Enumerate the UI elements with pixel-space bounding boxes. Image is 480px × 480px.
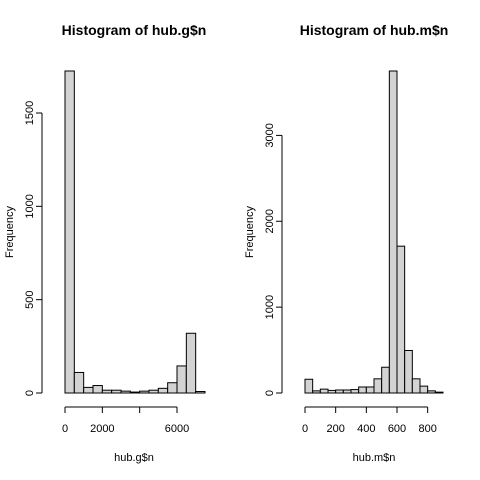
x-tick-label: 400 <box>357 423 375 435</box>
histogram-bar <box>419 385 429 394</box>
histogram-bar <box>120 390 131 394</box>
histogram-bars <box>64 70 206 394</box>
x-tick-label: 0 <box>62 423 68 435</box>
x-axis: 0 200 400 600 800 <box>302 406 437 435</box>
y-tick-label: 500 <box>24 290 36 308</box>
x-tick-label: 600 <box>388 423 406 435</box>
y-axis-label: Frequency <box>4 206 16 258</box>
x-axis: 0 2000 6000 <box>62 406 189 435</box>
histogram-bar <box>404 349 413 394</box>
histogram-bar <box>92 385 103 394</box>
histogram-bar <box>350 389 360 394</box>
x-tick-label: 800 <box>418 423 436 435</box>
y-tick-label: 3000 <box>264 123 276 147</box>
histogram-panel-hub-g: Histogram of hub.g$n hub.g$n Frequency 0… <box>4 22 206 464</box>
chart-title: Histogram of hub.g$n <box>62 22 207 38</box>
y-tick-label: 1500 <box>24 101 36 125</box>
chart-title: Histogram of hub.m$n <box>300 22 449 38</box>
histogram-bars <box>304 70 444 394</box>
histogram-bar <box>365 386 375 394</box>
histogram-bar <box>83 386 94 394</box>
histogram-bar <box>185 332 197 394</box>
x-axis-label: hub.g$n <box>114 452 154 464</box>
histogram-bar <box>304 378 314 394</box>
y-tick-label: 0 <box>24 390 36 396</box>
histogram-bar <box>101 389 113 394</box>
histogram-bar <box>411 378 421 394</box>
y-tick-label: 1000 <box>24 194 36 218</box>
histogram-bar <box>111 389 122 394</box>
histogram-bar <box>427 390 436 394</box>
histogram-bar <box>312 390 321 394</box>
histogram-bar <box>434 391 444 394</box>
histogram-bar <box>139 390 150 394</box>
histogram-bar <box>358 386 367 394</box>
y-tick-label: 1000 <box>264 295 276 319</box>
histogram-bar <box>167 382 178 394</box>
histogram-bar <box>195 391 206 394</box>
histogram-panel-hub-m: Histogram of hub.m$n hub.m$n Frequency 0… <box>244 22 448 464</box>
x-tick-label: 2000 <box>90 423 114 435</box>
histogram-bar <box>129 391 141 394</box>
y-tick-label: 2000 <box>264 209 276 233</box>
histogram-bar <box>396 245 406 394</box>
histogram-bar <box>148 389 159 394</box>
x-tick-label: 6000 <box>165 423 189 435</box>
y-axis: 0 500 1000 1500 <box>24 101 43 396</box>
x-tick-label: 200 <box>326 423 344 435</box>
y-axis: 0 1000 2000 3000 <box>264 123 283 396</box>
histogram-bar <box>388 70 398 394</box>
histogram-bar <box>342 389 352 394</box>
histogram-bar <box>73 371 85 394</box>
histogram-bar <box>327 389 337 394</box>
x-tick-label: 0 <box>302 423 308 435</box>
histogram-bar <box>64 70 75 394</box>
histogram-bar <box>381 366 390 394</box>
histogram-bar <box>335 389 344 394</box>
histogram-bar <box>176 365 187 394</box>
histogram-bar <box>157 387 169 394</box>
y-axis-label: Frequency <box>244 206 256 258</box>
x-axis-label: hub.m$n <box>353 452 396 464</box>
y-tick-label: 0 <box>264 390 276 396</box>
histogram-bar <box>373 378 383 394</box>
histogram-bar <box>319 388 329 394</box>
